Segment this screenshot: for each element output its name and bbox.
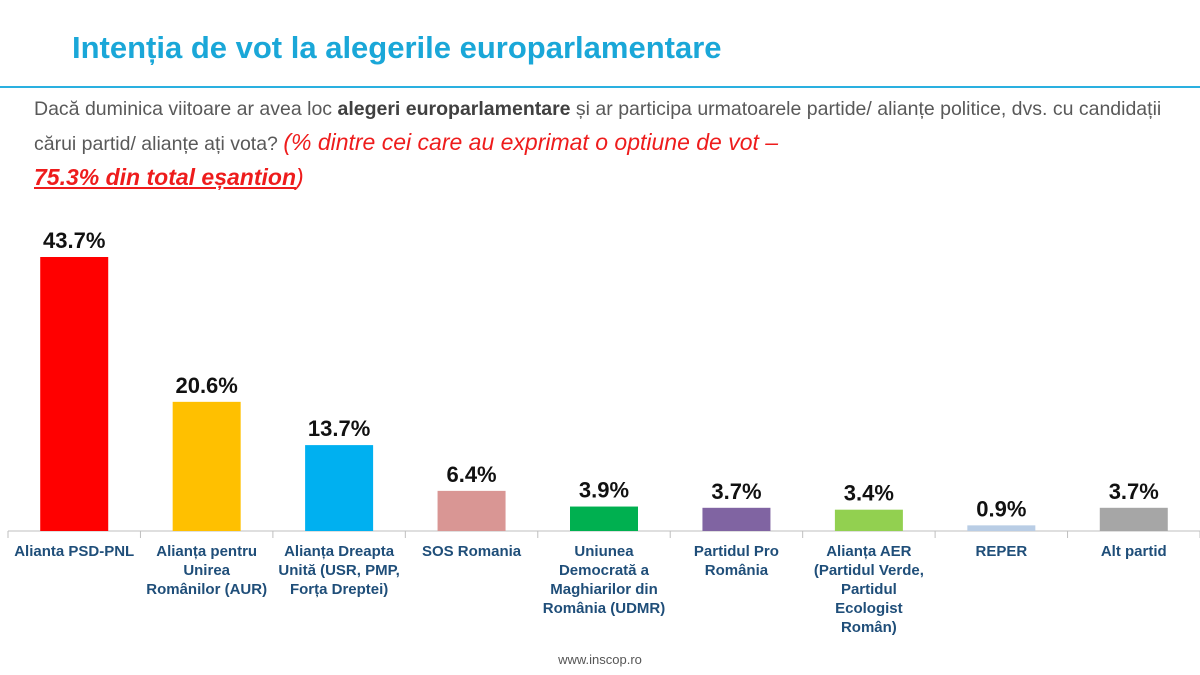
data-label: 20.6%	[175, 373, 237, 398]
bar	[834, 509, 903, 531]
category-label: Alt partid	[1100, 543, 1167, 560]
category-label: Uniunea Democrată a Maghiarilor din Româ…	[542, 543, 666, 617]
data-label: 3.4%	[844, 481, 894, 506]
category-label: REPER	[975, 543, 1028, 560]
data-label: 3.7%	[711, 479, 761, 504]
question-note-underlined: 75.3% din total eșantion	[34, 164, 296, 190]
category-label: Alianta PSD-PNL	[14, 543, 135, 560]
category-label: Alianța AER (Partidul Verde, Partidul Ec…	[813, 543, 924, 636]
data-label: 3.7%	[1109, 479, 1159, 504]
page-title: Intenția de vot la alegerile europarlame…	[72, 30, 722, 65]
data-label: 3.9%	[579, 478, 629, 503]
question-text-part1: Dacă duminica viitoare ar avea loc	[34, 98, 338, 120]
category-label: SOS Romania	[421, 543, 522, 560]
bar	[967, 525, 1036, 531]
question-text-part2: și ar participa urmatoarele partide/ ali…	[34, 98, 1162, 155]
source-url: www.inscop.ro	[558, 652, 642, 667]
category-label: Alianța pentru Unirea Românilor (AUR)	[146, 543, 268, 598]
bar	[1099, 507, 1168, 531]
bar	[570, 506, 638, 531]
question-note: (% dintre cei care au exprimat o optiune…	[283, 129, 779, 155]
category-label: Partidul Pro România	[693, 543, 779, 579]
title-divider	[0, 86, 1200, 88]
bar	[172, 401, 241, 531]
category-label: Alianța Dreapta Unită (USR, PMP, Forța D…	[278, 543, 400, 598]
question-note-close: )	[296, 164, 304, 190]
data-label: 0.9%	[976, 496, 1026, 521]
bar	[702, 507, 771, 531]
bar	[40, 257, 109, 531]
question-text-bold: alegeri europarlamentare	[337, 98, 571, 120]
data-label: 13.7%	[308, 416, 370, 441]
bar	[437, 490, 506, 531]
data-label: 43.7%	[43, 228, 105, 253]
survey-question: Dacă duminica viitoare ar avea loc alege…	[34, 93, 1184, 196]
bar	[305, 445, 374, 531]
data-label: 6.4%	[446, 462, 496, 487]
